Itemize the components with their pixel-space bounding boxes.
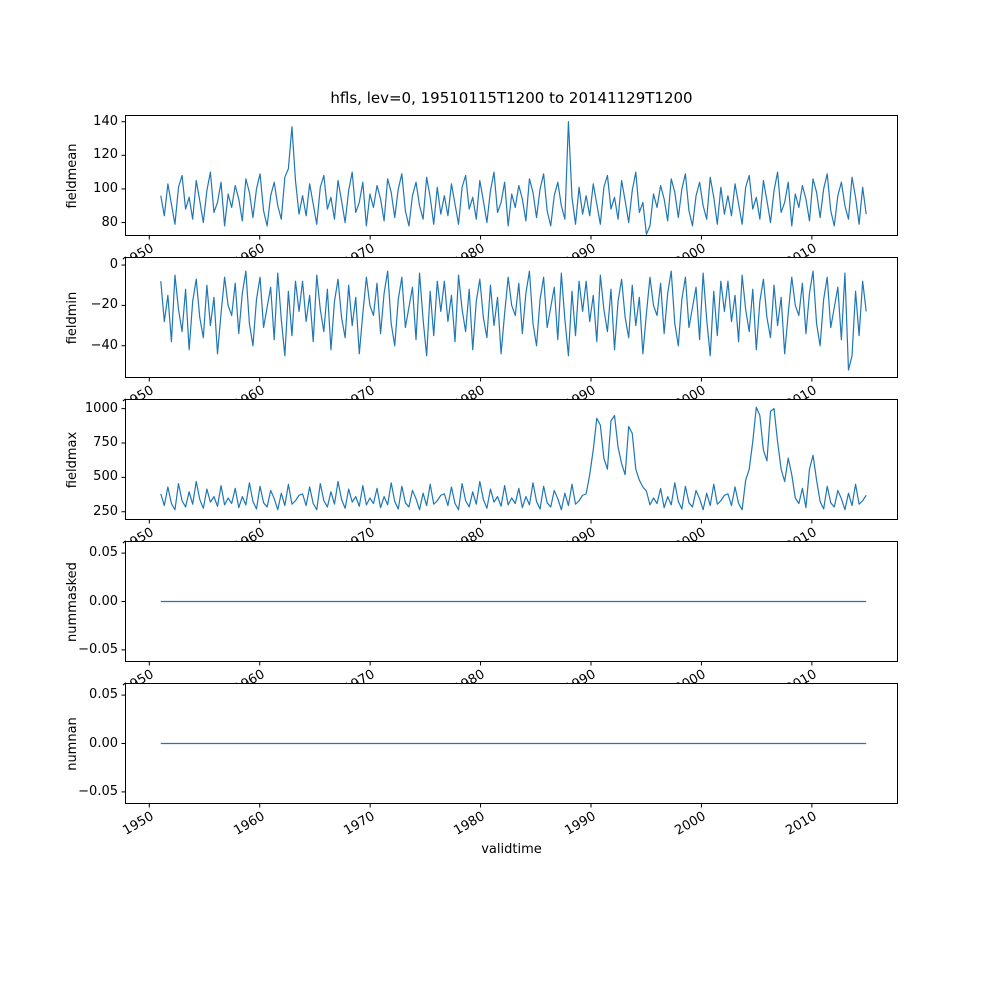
- y-tick-label: 0.05: [89, 545, 118, 561]
- y-axis-label-fieldmin: fieldmin: [65, 291, 80, 344]
- x-tick-label: 2010: [783, 809, 820, 839]
- y-tick-label: 500: [93, 469, 118, 485]
- y-tick-label: 120: [93, 147, 118, 163]
- x-tick-label: 1980: [451, 809, 489, 839]
- axes-frame: [125, 683, 898, 804]
- x-tick-label: 1970: [341, 809, 378, 839]
- axes-frame: [125, 541, 898, 662]
- y-axis-label-fieldmax: fieldmax: [65, 431, 80, 488]
- axes-frame: [125, 399, 898, 520]
- y-axis-label-numnan: numnan: [65, 716, 80, 771]
- x-tick-label: 2000: [672, 809, 709, 839]
- plot-area: [121, 541, 898, 666]
- series-line-fieldmax: [160, 406, 867, 511]
- y-tick-label: −0.05: [78, 783, 118, 799]
- series-line-fieldmean: [160, 121, 867, 235]
- plot-area: [121, 257, 898, 382]
- subplot-fieldmin: 0 −20 −40 1950 1960 1970 1980 1990 2000 2010 field…: [65, 257, 898, 413]
- y-tick-label: 140: [93, 113, 118, 129]
- y-tick-label: 0.00: [89, 593, 118, 609]
- series-line-fieldmin: [160, 270, 867, 371]
- x-tick-label: 1990: [562, 809, 599, 839]
- plot-area: [121, 115, 898, 240]
- subplot-fieldmax: 250 500 750 1000 1950 1960 1970 1980 1990 2000 201…: [65, 399, 898, 555]
- axes-frame: [125, 115, 898, 236]
- y-axis-label-fieldmean: fieldmean: [65, 143, 80, 208]
- plot-area: [121, 399, 898, 524]
- y-tick-label: 0.05: [89, 687, 118, 703]
- subplot-nummasked: 0.05 0.00 −0.05 1950 1960 1970 1980 1990 2000 201…: [65, 541, 898, 697]
- plot-area: [121, 683, 898, 808]
- y-tick-label: −20: [90, 297, 118, 313]
- y-tick-label: 250: [93, 503, 118, 519]
- y-tick-label: 750: [93, 435, 118, 450]
- x-tick-label: 1950: [120, 809, 157, 839]
- y-tick-label: −0.05: [78, 641, 118, 657]
- y-tick-label: 0.00: [89, 735, 118, 751]
- x-tick-label: 1960: [231, 809, 268, 839]
- chart-title: hfls, lev=0, 19510115T1200 to 20141129T1…: [330, 89, 693, 107]
- y-tick-label: 0: [109, 257, 118, 273]
- y-tick-label: 80: [101, 214, 118, 230]
- y-tick-label: 1000: [84, 400, 118, 416]
- subplot-fieldmean: 80 100 120 140 1950 1960 1970 1980 1990 2000 2010 f…: [65, 114, 898, 271]
- axes-frame: [125, 257, 898, 378]
- y-tick-label: −40: [90, 337, 118, 353]
- y-tick-label: 100: [93, 180, 118, 196]
- subplot-numnan: 0.05 0.00 −0.05 1950 1960 1970 1980 1990 2000 201…: [65, 683, 898, 839]
- y-axis-label-nummasked: nummasked: [65, 561, 80, 642]
- x-axis-label: validtime: [481, 842, 542, 857]
